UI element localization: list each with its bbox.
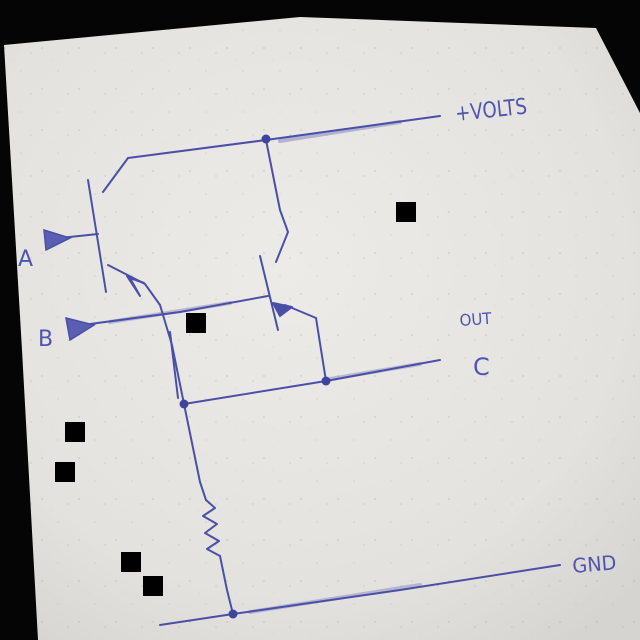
redaction-square xyxy=(121,552,141,572)
b-input-arrow-icon xyxy=(65,316,96,342)
redaction-square xyxy=(55,462,75,482)
resistor xyxy=(202,499,221,557)
junction-dots xyxy=(179,134,331,619)
resistor-lead-top xyxy=(183,403,207,501)
junction-dot xyxy=(179,399,189,409)
output-streak xyxy=(328,362,422,381)
q1-emitter-wire xyxy=(107,264,161,306)
q1-emitter-arrow-icon xyxy=(126,275,145,297)
redaction-square xyxy=(396,202,416,222)
label-gnd: GND xyxy=(571,550,617,578)
q2-base-bar xyxy=(259,255,279,331)
q2-emitter-wire xyxy=(284,304,327,382)
input-arrows xyxy=(43,228,96,342)
redaction-square xyxy=(143,576,163,596)
b-input-streak xyxy=(108,301,232,324)
resistor-lead-bottom xyxy=(219,555,234,615)
q2-emitter-arrow-icon xyxy=(272,302,293,317)
q1-base-bar xyxy=(87,179,107,293)
junction-dot xyxy=(261,134,271,144)
b-input-wire xyxy=(89,295,269,325)
left-vertical-2 xyxy=(169,331,179,399)
label-c: C xyxy=(473,353,490,381)
label-b: B xyxy=(38,327,53,352)
redaction-square xyxy=(186,313,206,333)
q1-collector-wire xyxy=(102,157,129,193)
redaction-squares xyxy=(55,202,416,596)
ground-rail xyxy=(159,564,561,626)
junction-dot xyxy=(321,376,331,386)
label-out: OUT xyxy=(459,309,492,330)
redaction-square xyxy=(65,422,85,442)
junction-dot xyxy=(228,609,238,619)
transistor-q2 xyxy=(259,255,293,331)
supply-rail-streak xyxy=(278,120,402,143)
paper-texture xyxy=(4,17,640,640)
label-a: A xyxy=(18,247,33,272)
ground-streak xyxy=(248,583,422,614)
a-input-arrow-icon xyxy=(43,228,73,252)
q2-collector-wire xyxy=(265,139,289,263)
